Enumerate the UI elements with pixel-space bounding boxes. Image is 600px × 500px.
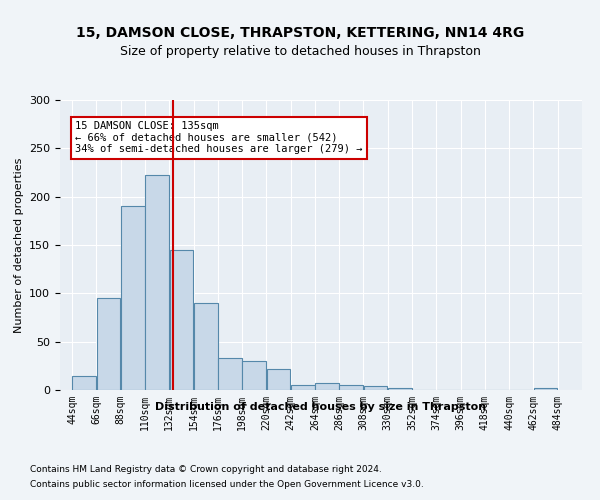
Bar [218,358,242,390]
Text: 15, DAMSON CLOSE, THRAPSTON, KETTERING, NN14 4RG: 15, DAMSON CLOSE, THRAPSTON, KETTERING, … [76,26,524,40]
Bar [266,368,290,390]
Bar [340,385,363,390]
Y-axis label: Number of detached properties: Number of detached properties [14,158,23,332]
Text: Contains HM Land Registry data © Crown copyright and database right 2024.: Contains HM Land Registry data © Crown c… [30,465,382,474]
Bar [97,298,121,390]
Text: Contains public sector information licensed under the Open Government Licence v3: Contains public sector information licen… [30,480,424,489]
Bar [291,385,314,390]
Bar [145,176,169,390]
Bar [388,388,412,390]
Bar [194,303,218,390]
Bar [242,361,266,390]
Bar [170,250,193,390]
Bar [121,206,145,390]
Text: Size of property relative to detached houses in Thrapston: Size of property relative to detached ho… [119,44,481,58]
Text: 15 DAMSON CLOSE: 135sqm
← 66% of detached houses are smaller (542)
34% of semi-d: 15 DAMSON CLOSE: 135sqm ← 66% of detache… [76,122,363,154]
Bar [315,383,339,390]
Bar [534,388,557,390]
Bar [73,376,96,390]
Text: Distribution of detached houses by size in Thrapston: Distribution of detached houses by size … [155,402,487,412]
Bar [364,386,388,390]
